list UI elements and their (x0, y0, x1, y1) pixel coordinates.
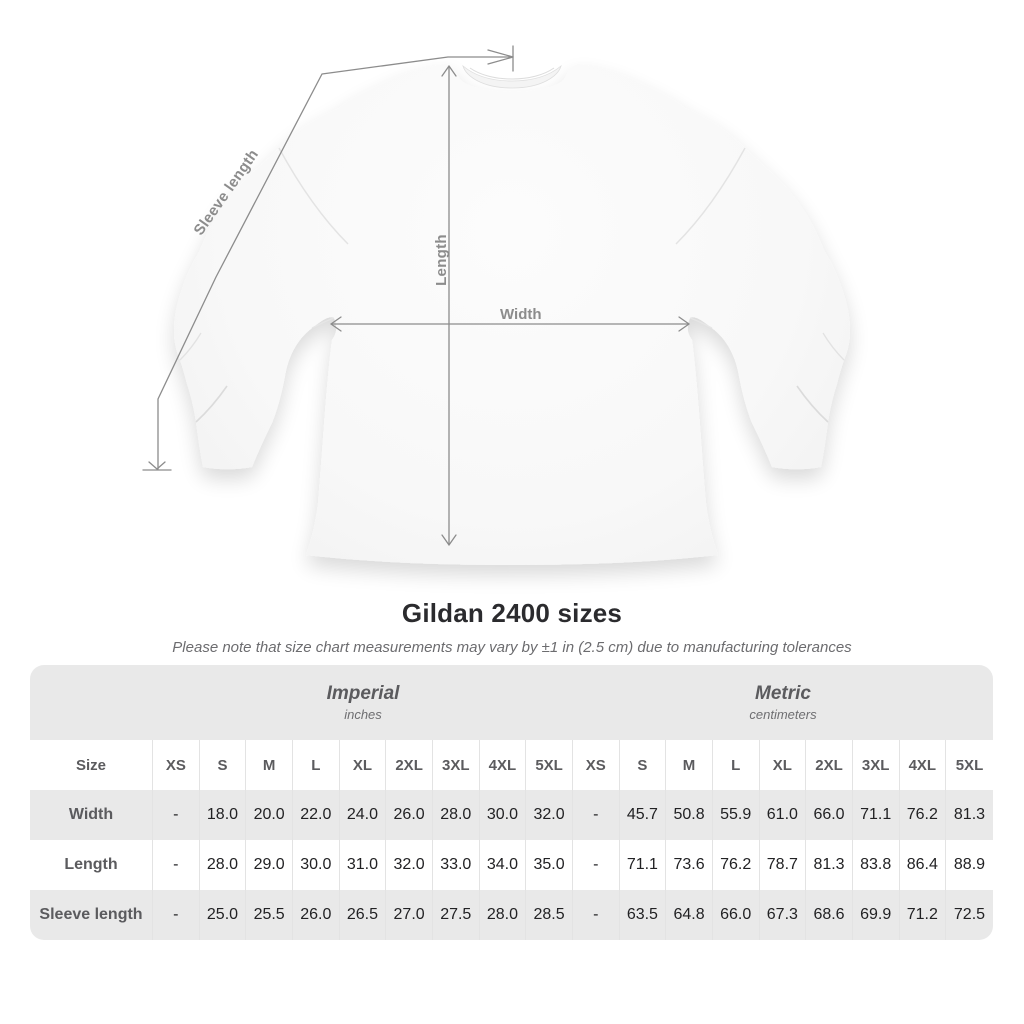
svg-text:Width: Width (500, 306, 542, 323)
svg-text:Sleeve length: Sleeve length (190, 146, 262, 238)
svg-text:Length: Length (433, 234, 450, 286)
